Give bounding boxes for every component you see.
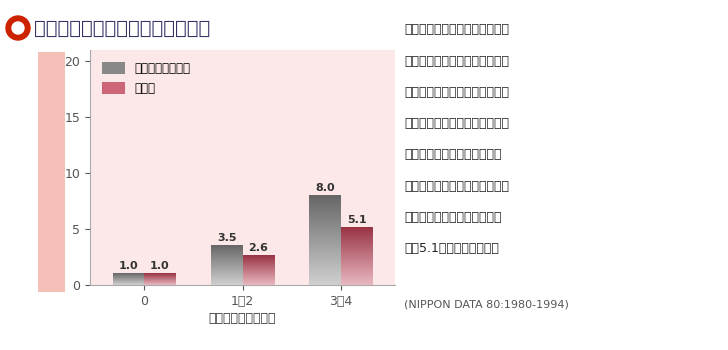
Text: 倍: 倍 <box>49 234 55 247</box>
Text: の死亡率を比較したもの。危険: の死亡率を比較したもの。危険 <box>404 117 509 130</box>
Text: 危険因子の数（個）: 危険因子の数（個） <box>209 312 276 324</box>
Text: と、狭心症・心筋梗塞、脳卒中: と、狭心症・心筋梗塞、脳卒中 <box>404 86 509 99</box>
Circle shape <box>12 22 24 34</box>
Text: 死: 死 <box>49 58 55 71</box>
Circle shape <box>6 16 30 40</box>
Text: 動脈硬化の危険因子（肥満、高: 動脈硬化の危険因子（肥満、高 <box>404 23 509 36</box>
FancyBboxPatch shape <box>38 52 65 292</box>
Text: 因子が３～４個の人は、０個: 因子が３～４個の人は、０個 <box>404 148 502 161</box>
Text: ）: ） <box>49 264 55 277</box>
Text: ス: ス <box>49 146 55 159</box>
Text: の人に比べて、狭心症・心筋梗: の人に比べて、狭心症・心筋梗 <box>404 180 509 193</box>
Text: 血圧、高血糖、脂質異常）の数: 血圧、高血糖、脂質異常）の数 <box>404 55 509 68</box>
Text: リ: リ <box>49 117 55 130</box>
Text: 8.0: 8.0 <box>315 183 335 193</box>
Text: (NIPPON DATA 80:1980-1994): (NIPPON DATA 80:1980-1994) <box>404 299 569 309</box>
Text: は約5.1倍にまで上がる。: は約5.1倍にまで上がる。 <box>404 242 499 255</box>
Text: 3.5: 3.5 <box>217 233 237 243</box>
Text: 塞のリスクは約８倍、脳卒中: 塞のリスクは約８倍、脳卒中 <box>404 211 502 224</box>
Text: 5.1: 5.1 <box>347 215 366 225</box>
Legend: 狭心症・心筋梗塞, 脳卒中: 狭心症・心筋梗塞, 脳卒中 <box>96 56 197 101</box>
Text: 亡: 亡 <box>49 88 55 100</box>
Text: ク: ク <box>49 176 55 189</box>
Text: （: （ <box>49 205 55 218</box>
Text: 1.0: 1.0 <box>119 261 138 271</box>
Text: 2.6: 2.6 <box>248 243 268 253</box>
Text: 死亡率は危険因子の数に比例する: 死亡率は危険因子の数に比例する <box>34 19 210 37</box>
Text: 1.0: 1.0 <box>150 261 170 271</box>
